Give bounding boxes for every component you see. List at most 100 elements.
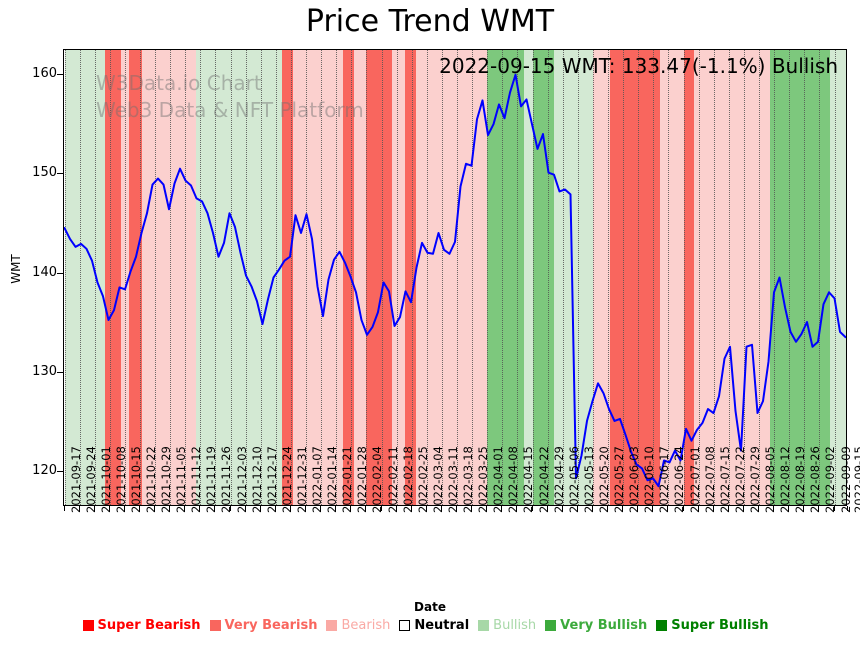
x-tick-mark bbox=[138, 506, 140, 511]
x-tick-mark bbox=[259, 506, 261, 511]
x-tick-mark bbox=[622, 506, 624, 511]
legend-swatch-icon bbox=[399, 620, 411, 631]
x-tick-mark bbox=[516, 506, 518, 511]
y-tick-label: 140 bbox=[32, 264, 57, 280]
x-tick-mark bbox=[846, 506, 848, 511]
sentiment-band bbox=[392, 50, 406, 505]
legend-label: Bullish bbox=[493, 618, 537, 633]
vertical-gridline bbox=[411, 50, 413, 505]
x-tick-label: 2022-01-14 bbox=[325, 446, 340, 513]
legend-label: Very Bullish bbox=[560, 618, 648, 633]
legend-item[interactable]: Bullish bbox=[478, 618, 536, 633]
legend-item[interactable]: Very Bullish bbox=[545, 618, 647, 633]
sentiment-band bbox=[282, 50, 294, 505]
x-tick-mark bbox=[531, 506, 533, 511]
x-tick-mark bbox=[365, 506, 367, 511]
x-tick-label: 2022-01-21 bbox=[340, 446, 355, 513]
x-tick-label: 2021-09-24 bbox=[83, 446, 98, 513]
sentiment-band bbox=[105, 50, 121, 505]
x-tick-mark bbox=[773, 506, 775, 511]
legend-item[interactable]: Super Bearish bbox=[82, 618, 201, 633]
x-tick-label: 2022-05-20 bbox=[596, 446, 611, 513]
x-tick-label: 2021-10-22 bbox=[143, 446, 158, 513]
vertical-gridline bbox=[155, 50, 157, 505]
x-tick-label: 2022-03-18 bbox=[461, 446, 476, 513]
x-tick-label: 2022-07-01 bbox=[687, 446, 702, 513]
legend-label: Super Bullish bbox=[671, 618, 769, 633]
x-tick-label: 2022-05-06 bbox=[566, 446, 581, 513]
x-tick-label: 2022-04-22 bbox=[536, 446, 551, 513]
sentiment-band bbox=[353, 50, 367, 505]
legend-swatch-icon bbox=[326, 620, 338, 631]
legend-item[interactable]: Super Bullish bbox=[656, 618, 768, 633]
x-tick-mark bbox=[471, 506, 473, 511]
x-tick-mark bbox=[410, 506, 412, 511]
x-tick-mark bbox=[486, 506, 488, 511]
x-axis-label: Date bbox=[414, 600, 446, 614]
x-tick-mark bbox=[320, 506, 322, 511]
x-tick-mark bbox=[274, 506, 276, 511]
x-tick-mark bbox=[169, 506, 171, 511]
x-tick-mark bbox=[350, 506, 352, 511]
x-tick-label: 2021-12-24 bbox=[279, 446, 294, 513]
legend-item[interactable]: Neutral bbox=[399, 618, 469, 633]
x-tick-label: 2021-12-31 bbox=[294, 446, 309, 513]
vertical-gridline bbox=[517, 50, 519, 505]
x-tick-mark bbox=[440, 506, 442, 511]
x-tick-mark bbox=[93, 506, 95, 511]
x-tick-label: 2022-09-02 bbox=[823, 446, 838, 513]
x-tick-mark bbox=[501, 506, 503, 511]
vertical-gridline bbox=[804, 50, 806, 505]
x-tick-label: 2021-12-03 bbox=[234, 446, 249, 513]
vertical-gridline bbox=[683, 50, 685, 505]
vertical-gridline bbox=[653, 50, 655, 505]
vertical-gridline bbox=[381, 50, 383, 505]
legend-item[interactable]: Very Bearish bbox=[209, 618, 317, 633]
x-tick-label: 2022-07-29 bbox=[747, 446, 762, 513]
vertical-gridline bbox=[592, 50, 594, 505]
x-tick-mark bbox=[63, 506, 65, 511]
x-tick-mark bbox=[637, 506, 639, 511]
vertical-gridline bbox=[275, 50, 277, 505]
x-tick-mark bbox=[667, 506, 669, 511]
x-tick-label: 2022-03-04 bbox=[430, 446, 445, 513]
page-title: Price Trend WMT bbox=[305, 4, 555, 39]
vertical-gridline bbox=[623, 50, 625, 505]
x-tick-label: 2022-04-01 bbox=[491, 446, 506, 513]
x-tick-label: 2021-11-05 bbox=[174, 446, 189, 513]
sentiment-band bbox=[142, 50, 197, 505]
x-tick-mark bbox=[244, 506, 246, 511]
x-tick-label: 2021-12-17 bbox=[264, 446, 279, 513]
x-tick-mark bbox=[788, 506, 790, 511]
vertical-gridline bbox=[713, 50, 715, 505]
vertical-gridline bbox=[668, 50, 670, 505]
x-tick-mark bbox=[682, 506, 684, 511]
x-tick-label: 2022-09-15 bbox=[851, 446, 860, 513]
legend-item[interactable]: Bearish bbox=[326, 618, 390, 633]
vertical-gridline bbox=[577, 50, 579, 505]
vertical-gridline bbox=[64, 50, 66, 505]
x-tick-mark bbox=[380, 506, 382, 511]
x-tick-label: 2022-03-25 bbox=[476, 446, 491, 513]
x-tick-mark bbox=[758, 506, 760, 511]
x-tick-label: 2021-11-12 bbox=[189, 446, 204, 513]
price-line bbox=[64, 73, 846, 488]
x-tick-label: 2022-07-15 bbox=[717, 446, 732, 513]
x-tick-label: 2021-10-01 bbox=[98, 446, 113, 513]
vertical-gridline bbox=[728, 50, 730, 505]
x-tick-mark bbox=[697, 506, 699, 511]
y-tick-label: 160 bbox=[32, 65, 57, 81]
vertical-gridline bbox=[79, 50, 81, 505]
vertical-gridline bbox=[834, 50, 836, 505]
sentiment-band bbox=[366, 50, 393, 505]
x-tick-mark bbox=[652, 506, 654, 511]
vertical-gridline bbox=[759, 50, 761, 505]
legend-swatch-icon bbox=[82, 620, 94, 631]
vertical-gridline bbox=[170, 50, 172, 505]
vertical-gridline bbox=[532, 50, 534, 505]
x-tick-label: 2022-08-12 bbox=[778, 446, 793, 513]
sentiment-band bbox=[694, 50, 770, 505]
sentiment-band bbox=[830, 50, 846, 505]
vertical-gridline bbox=[426, 50, 428, 505]
